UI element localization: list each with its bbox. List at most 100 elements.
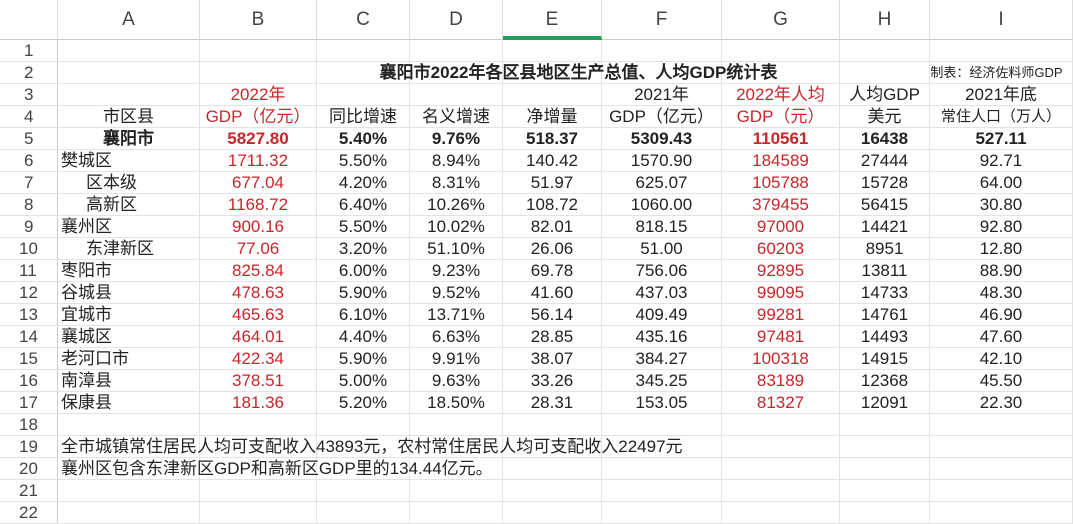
value-cell[interactable]: 518.37 — [503, 128, 602, 150]
grid-cell[interactable] — [200, 62, 317, 84]
grid-cell[interactable] — [58, 414, 200, 436]
value-cell[interactable]: 13.71% — [410, 304, 503, 326]
value-cell[interactable]: 5.00% — [317, 370, 410, 392]
grid-cell[interactable] — [410, 502, 503, 524]
grid-cell[interactable] — [840, 502, 930, 524]
value-cell[interactable]: 5309.43 — [602, 128, 722, 150]
grid-cell[interactable] — [930, 458, 1073, 480]
value-cell[interactable]: 140.42 — [503, 150, 602, 172]
row-header-14[interactable]: 14 — [0, 326, 58, 348]
value-cell[interactable]: 99095 — [722, 282, 840, 304]
grid-cell[interactable] — [840, 414, 930, 436]
value-cell[interactable]: 5.40% — [317, 128, 410, 150]
value-cell[interactable]: 82.01 — [503, 216, 602, 238]
value-cell[interactable]: 28.85 — [503, 326, 602, 348]
grid-cell[interactable] — [840, 436, 930, 458]
value-cell[interactable]: 12.80 — [930, 238, 1073, 260]
region-name-cell[interactable]: 襄城区 — [58, 326, 200, 348]
row-header-21[interactable]: 21 — [0, 480, 58, 502]
value-cell[interactable]: 56.14 — [503, 304, 602, 326]
row-header-1[interactable]: 1 — [0, 40, 58, 62]
column-header-B[interactable]: B — [200, 0, 317, 40]
value-cell[interactable]: 153.05 — [602, 392, 722, 414]
value-cell[interactable]: 47.60 — [930, 326, 1073, 348]
value-cell[interactable]: 27444 — [840, 150, 930, 172]
grid-cell[interactable] — [722, 414, 840, 436]
grid-cell[interactable] — [58, 502, 200, 524]
value-cell[interactable]: 14761 — [840, 304, 930, 326]
value-cell[interactable]: 92.80 — [930, 216, 1073, 238]
value-cell[interactable]: 5.50% — [317, 150, 410, 172]
value-cell[interactable]: 1711.32 — [200, 150, 317, 172]
grid-cell[interactable] — [410, 84, 503, 106]
value-cell[interactable]: 13811 — [840, 260, 930, 282]
grid-cell[interactable] — [503, 480, 602, 502]
value-cell[interactable]: 81327 — [722, 392, 840, 414]
grid-cell[interactable] — [840, 480, 930, 502]
grid-cell[interactable] — [58, 40, 200, 62]
value-cell[interactable]: 464.01 — [200, 326, 317, 348]
grid-cell[interactable] — [503, 84, 602, 106]
grid-cell[interactable] — [58, 480, 200, 502]
value-cell[interactable]: 30.80 — [930, 194, 1073, 216]
row-header-7[interactable]: 7 — [0, 172, 58, 194]
row-header-15[interactable]: 15 — [0, 348, 58, 370]
value-cell[interactable]: 5.50% — [317, 216, 410, 238]
value-cell[interactable]: 378.51 — [200, 370, 317, 392]
region-name-cell[interactable]: 区本级 — [58, 172, 200, 194]
region-name-cell[interactable]: 宜城市 — [58, 304, 200, 326]
value-cell[interactable]: 5.90% — [317, 348, 410, 370]
value-cell[interactable]: 756.06 — [602, 260, 722, 282]
value-cell[interactable]: 38.07 — [503, 348, 602, 370]
value-cell[interactable]: 15728 — [840, 172, 930, 194]
value-cell[interactable]: 1060.00 — [602, 194, 722, 216]
grid-cell[interactable] — [930, 414, 1073, 436]
value-cell[interactable]: 465.63 — [200, 304, 317, 326]
value-cell[interactable]: 46.90 — [930, 304, 1073, 326]
value-cell[interactable]: 12368 — [840, 370, 930, 392]
value-cell[interactable]: 478.63 — [200, 282, 317, 304]
row-header-17[interactable]: 17 — [0, 392, 58, 414]
row-header-13[interactable]: 13 — [0, 304, 58, 326]
value-cell[interactable]: 8951 — [840, 238, 930, 260]
grid-cell[interactable] — [503, 40, 602, 62]
row-header-5[interactable]: 5 — [0, 128, 58, 150]
grid-cell[interactable] — [840, 62, 930, 84]
value-cell[interactable]: 9.63% — [410, 370, 503, 392]
grid-cell[interactable] — [58, 84, 200, 106]
row-header-20[interactable]: 20 — [0, 458, 58, 480]
grid-cell[interactable] — [200, 40, 317, 62]
region-name-cell[interactable]: 襄州区 — [58, 216, 200, 238]
value-cell[interactable]: 6.00% — [317, 260, 410, 282]
value-cell[interactable]: 51.00 — [602, 238, 722, 260]
value-cell[interactable]: 10.26% — [410, 194, 503, 216]
value-cell[interactable]: 6.10% — [317, 304, 410, 326]
grid-cell[interactable] — [722, 480, 840, 502]
grid-cell[interactable] — [930, 436, 1073, 458]
column-header-F[interactable]: F — [602, 0, 722, 40]
value-cell[interactable]: 48.30 — [930, 282, 1073, 304]
column-header-H[interactable]: H — [840, 0, 930, 40]
row-header-8[interactable]: 8 — [0, 194, 58, 216]
value-cell[interactable]: 437.03 — [602, 282, 722, 304]
grid-cell[interactable] — [840, 40, 930, 62]
value-cell[interactable]: 422.34 — [200, 348, 317, 370]
grid-cell[interactable] — [200, 414, 317, 436]
value-cell[interactable]: 51.10% — [410, 238, 503, 260]
grid-cell[interactable] — [58, 62, 200, 84]
grid-cell[interactable] — [200, 480, 317, 502]
value-cell[interactable]: 8.31% — [410, 172, 503, 194]
row-header-18[interactable]: 18 — [0, 414, 58, 436]
column-header-A[interactable]: A — [58, 0, 200, 40]
select-all-corner[interactable] — [0, 0, 58, 40]
grid-cell[interactable] — [722, 502, 840, 524]
grid-cell[interactable] — [200, 502, 317, 524]
value-cell[interactable]: 8.94% — [410, 150, 503, 172]
region-name-cell[interactable]: 南漳县 — [58, 370, 200, 392]
grid-cell[interactable] — [317, 480, 410, 502]
value-cell[interactable]: 825.84 — [200, 260, 317, 282]
grid-cell[interactable] — [410, 414, 503, 436]
value-cell[interactable]: 14421 — [840, 216, 930, 238]
value-cell[interactable]: 379455 — [722, 194, 840, 216]
grid-cell[interactable] — [602, 502, 722, 524]
